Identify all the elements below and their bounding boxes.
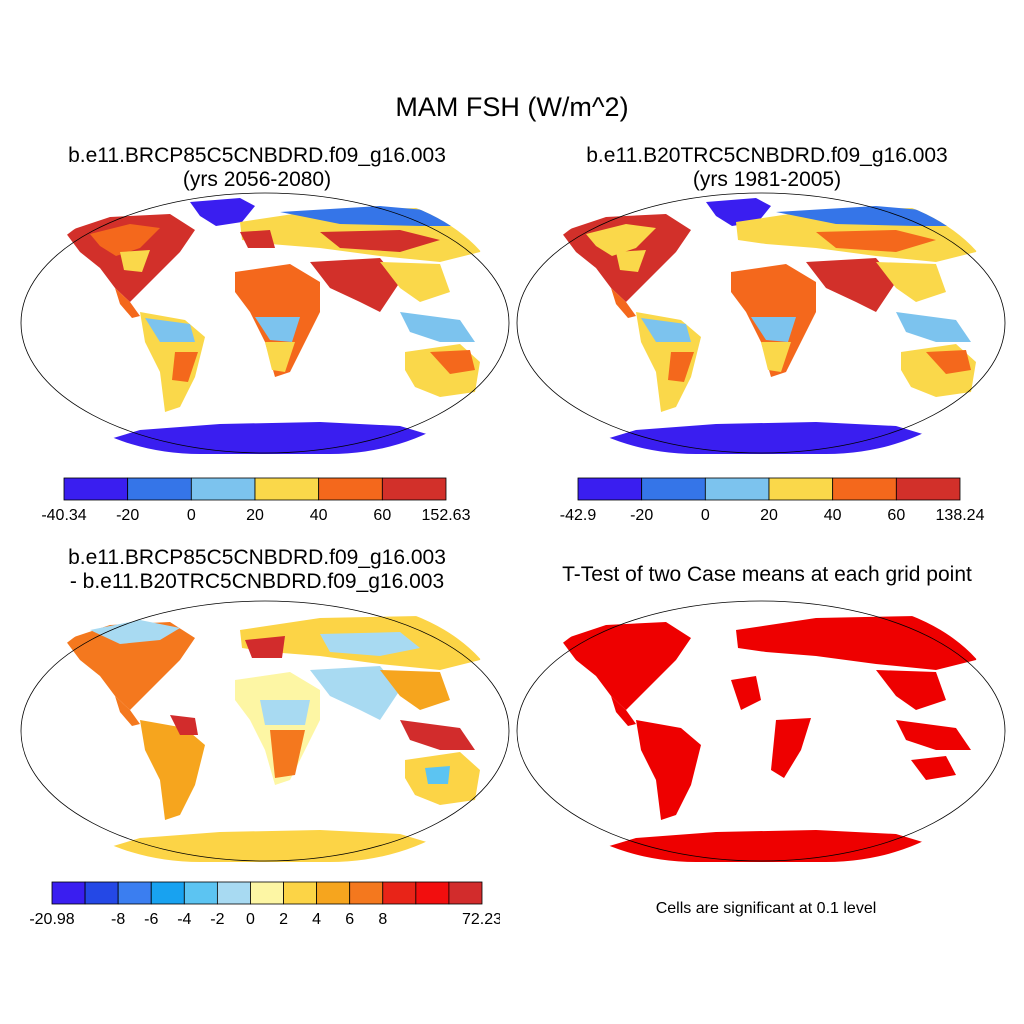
colorbar-swatch: [318, 477, 383, 501]
colorbar-label: 60: [887, 507, 905, 524]
colorbar-label: 72.23: [462, 911, 500, 928]
colorbar-label: 138.24: [936, 507, 985, 524]
colorbar-label: -4: [177, 911, 191, 928]
colorbar-swatch: [283, 881, 318, 905]
panel-title-difference-line1: b.e11.BRCP85C5CNBDRD.f09_g16.003: [68, 546, 446, 569]
panel-title-case2-line1: b.e11.B20TRC5CNBDRD.f09_g16.003: [586, 144, 948, 167]
colorbar-swatch: [254, 477, 320, 501]
colorbar-label: 6: [345, 911, 354, 928]
colorbar-swatch: [349, 881, 384, 905]
colorbar-swatch: [250, 881, 284, 905]
colorbar-swatch: [51, 881, 86, 905]
colorbar-label: 4: [312, 911, 321, 928]
colorbar-swatch: [381, 477, 447, 501]
significance-note: Cells are significant at 0.1 level: [655, 900, 877, 917]
colorbar-label: -42.9: [560, 507, 597, 524]
colorbar-label: 20: [760, 507, 778, 524]
colorbar-swatch: [183, 881, 218, 905]
colorbar-difference: -20.98 -8 -6 -4 -2 0 2 4 6 8 72.23: [29, 881, 500, 928]
colorbar-label: -6: [144, 911, 158, 928]
colorbar-label: -20.98: [29, 911, 74, 928]
panel-title-case2: b.e11.B20TRC5CNBDRD.f09_g16.003 (yrs 198…: [586, 144, 947, 192]
colorbar-swatch: [316, 881, 351, 905]
colorbar-swatch: [84, 881, 119, 905]
colorbar-label: -2: [210, 911, 224, 928]
panel-title-ttest: T-Test of two Case means at each grid po…: [562, 563, 972, 586]
colorbar-swatch: [895, 477, 961, 501]
map-difference: [20, 600, 510, 862]
colorbar-label: 40: [310, 507, 328, 524]
colorbar-label: -40.34: [41, 507, 86, 524]
colorbar-swatch: [127, 477, 192, 501]
colorbar-label: -8: [111, 911, 125, 928]
colorbar-swatch: [216, 881, 251, 905]
colorbar-swatch: [832, 477, 897, 501]
colorbar-label: 40: [824, 507, 842, 524]
map-case2: [516, 192, 1006, 454]
panel-title-difference-line2: - b.e11.B20TRC5CNBDRD.f09_g16.003: [69, 570, 445, 593]
colorbar-label: 152.63: [422, 507, 471, 524]
panel-title-case2-line2: (yrs 1981-2005): [692, 168, 842, 191]
map-ttest: [516, 600, 1006, 862]
figure-title: MAM FSH (W/m^2): [395, 92, 629, 122]
colorbar-case1: -40.34 -20 0 20 40 60 152.63: [41, 477, 471, 524]
colorbar-label: -20: [116, 507, 139, 524]
colorbar-label: 0: [701, 507, 710, 524]
significance-mask: [561, 616, 986, 862]
colorbar-swatch: [382, 881, 417, 905]
colorbar-label: 60: [373, 507, 391, 524]
colorbar-swatch: [768, 477, 834, 501]
map-case1: [20, 192, 510, 454]
panel-title-difference: b.e11.BRCP85C5CNBDRD.f09_g16.003 - b.e11…: [68, 546, 446, 594]
colorbar-swatch: [704, 477, 770, 501]
colorbar-swatch: [63, 477, 129, 501]
colorbar-swatch: [577, 477, 643, 501]
colorbar-swatch: [150, 881, 185, 905]
colorbar-swatch: [117, 881, 152, 905]
panel-title-case1: b.e11.BRCP85C5CNBDRD.f09_g16.003 (yrs 20…: [68, 144, 446, 192]
colorbar-label: 2: [279, 911, 288, 928]
colorbar-swatch: [448, 881, 483, 905]
colorbar-label: 8: [378, 911, 387, 928]
colorbar-label: -20: [630, 507, 653, 524]
colorbar-label: 20: [246, 507, 264, 524]
colorbar-label: 0: [187, 507, 196, 524]
colorbar-case2: -42.9 -20 0 20 40 60 138.24: [560, 477, 985, 524]
panel-title-case1-line2: (yrs 2056-2080): [182, 168, 332, 191]
colorbar-swatch: [190, 477, 256, 501]
colorbar-label: 0: [246, 911, 255, 928]
panel-title-case1-line1: b.e11.BRCP85C5CNBDRD.f09_g16.003: [68, 144, 446, 167]
colorbar-swatch: [415, 881, 450, 905]
colorbar-swatch: [641, 477, 706, 501]
